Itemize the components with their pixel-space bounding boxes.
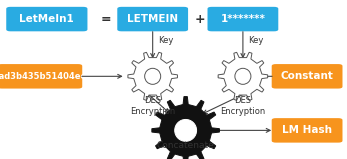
Text: Key: Key: [158, 36, 173, 45]
Text: +: +: [194, 13, 205, 26]
Polygon shape: [152, 97, 219, 159]
FancyBboxPatch shape: [208, 7, 278, 31]
Text: =: =: [101, 13, 111, 26]
FancyBboxPatch shape: [272, 64, 342, 89]
Text: 1*******: 1*******: [220, 14, 265, 24]
Text: Key: Key: [248, 36, 263, 45]
Text: LM Hash: LM Hash: [282, 125, 332, 135]
Text: DES
Encryption: DES Encryption: [130, 96, 175, 116]
Ellipse shape: [145, 68, 161, 84]
FancyBboxPatch shape: [117, 7, 188, 31]
Text: Constant: Constant: [281, 71, 333, 81]
Text: Concatenate: Concatenate: [157, 141, 214, 150]
Text: LetMeIn1: LetMeIn1: [19, 14, 74, 24]
Polygon shape: [218, 52, 268, 100]
Text: DES
Encryption: DES Encryption: [220, 96, 265, 116]
Ellipse shape: [235, 68, 251, 84]
Ellipse shape: [175, 119, 196, 141]
Text: LETMEIN: LETMEIN: [127, 14, 178, 24]
FancyBboxPatch shape: [0, 64, 82, 89]
Text: aad3b435b51404ee: aad3b435b51404ee: [0, 72, 86, 81]
Polygon shape: [128, 52, 177, 100]
FancyBboxPatch shape: [6, 7, 87, 31]
FancyBboxPatch shape: [272, 118, 342, 143]
